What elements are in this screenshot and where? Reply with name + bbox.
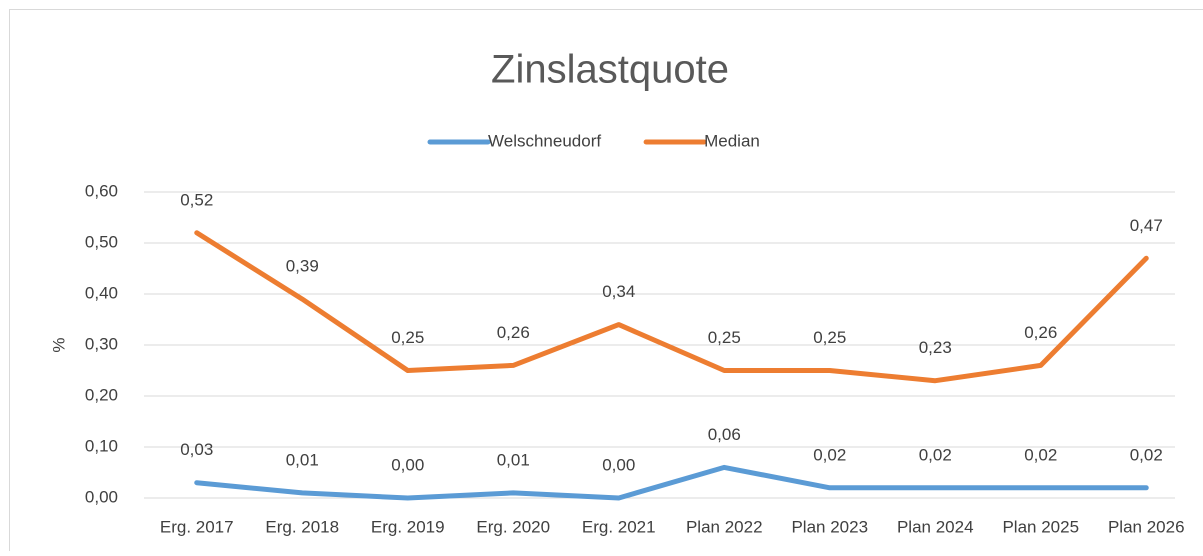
x-tick-label: Plan 2024 xyxy=(897,517,974,536)
data-label: 0,00 xyxy=(602,455,635,474)
y-tick-label: 0,20 xyxy=(85,385,118,404)
x-tick-label: Plan 2026 xyxy=(1108,517,1185,536)
legend-label: Median xyxy=(704,131,760,150)
data-label: 0,06 xyxy=(708,425,741,444)
data-label: 0,26 xyxy=(497,323,530,342)
chart-title: Zinslastquote xyxy=(491,48,729,92)
data-label: 0,25 xyxy=(813,328,846,347)
data-label: 0,25 xyxy=(708,328,741,347)
data-label: 0,02 xyxy=(1024,445,1057,464)
legend-label: Welschneudorf xyxy=(488,131,601,150)
y-axis-label: % xyxy=(49,337,68,352)
data-label: 0,39 xyxy=(286,257,319,276)
y-tick-label: 0,50 xyxy=(85,232,118,251)
y-tick-label: 0,00 xyxy=(85,487,118,506)
data-label: 0,23 xyxy=(919,338,952,357)
data-label: 0,03 xyxy=(180,440,213,459)
data-label: 0,01 xyxy=(497,450,530,469)
y-tick-label: 0,60 xyxy=(85,181,118,200)
x-tick-label: Erg. 2018 xyxy=(265,517,339,536)
x-tick-label: Plan 2022 xyxy=(686,517,763,536)
x-tick-label: Erg. 2021 xyxy=(582,517,656,536)
series-line xyxy=(197,467,1147,498)
y-tick-label: 0,40 xyxy=(85,283,118,302)
x-tick-label: Plan 2025 xyxy=(1002,517,1079,536)
series-line xyxy=(197,233,1147,381)
data-label: 0,34 xyxy=(602,282,635,301)
data-label: 0,02 xyxy=(813,445,846,464)
x-tick-label: Erg. 2020 xyxy=(476,517,550,536)
y-tick-label: 0,10 xyxy=(85,436,118,455)
data-label: 0,01 xyxy=(286,450,319,469)
x-tick-label: Erg. 2019 xyxy=(371,517,445,536)
data-label: 0,25 xyxy=(391,328,424,347)
x-tick-label: Erg. 2017 xyxy=(160,517,234,536)
x-tick-label: Plan 2023 xyxy=(791,517,868,536)
data-label: 0,26 xyxy=(1024,323,1057,342)
y-tick-label: 0,30 xyxy=(85,334,118,353)
data-label: 0,02 xyxy=(919,445,952,464)
data-label: 0,02 xyxy=(1130,445,1163,464)
data-label: 0,52 xyxy=(180,190,213,209)
data-label: 0,47 xyxy=(1130,216,1163,235)
data-label: 0,00 xyxy=(391,455,424,474)
